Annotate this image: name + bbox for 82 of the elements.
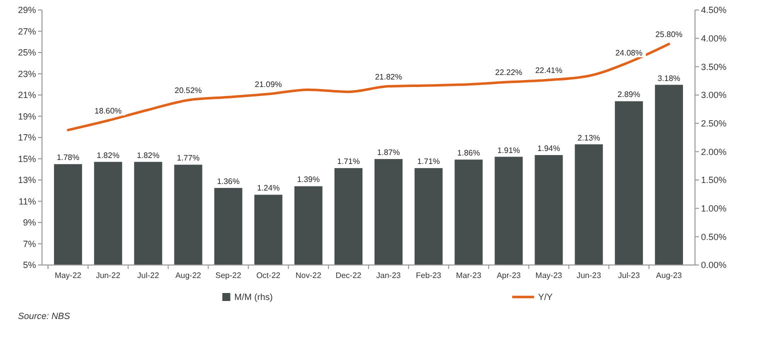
data-label: 20.52%: [174, 86, 202, 96]
bar: [614, 101, 643, 265]
x-tick-label: Jul-22: [137, 271, 160, 280]
bar: [334, 168, 362, 265]
x-tick-label: Aug-22: [175, 271, 202, 280]
x-tick-label: Mar-23: [456, 271, 482, 280]
data-label: 1.94%: [537, 144, 560, 154]
data-label: 1.77%: [176, 154, 200, 163]
data-label: 21.82%: [374, 72, 402, 82]
x-tick-label: Feb-23: [416, 271, 442, 280]
y-tick-label: 11%: [18, 196, 36, 206]
bar: [534, 155, 563, 265]
data-label: 2.13%: [577, 133, 600, 142]
data-label: 1.78%: [56, 153, 80, 162]
y-tick-label: 21%: [18, 90, 36, 100]
y-tick-label: 7%: [22, 238, 36, 249]
bar: [294, 186, 322, 265]
x-tick-label: Jun-22: [96, 271, 121, 280]
bar: [94, 162, 122, 265]
bar: [374, 159, 403, 265]
bar: [254, 194, 282, 265]
bar: [494, 156, 523, 265]
data-label: 1.71%: [417, 157, 440, 166]
y-tick-label: 19%: [18, 111, 36, 122]
data-label: 1.82%: [96, 150, 120, 160]
legend-label: M/M (rhs): [234, 292, 273, 302]
y2-tick-label: 1.50%: [701, 175, 727, 186]
legend-label: Y/Y: [538, 292, 553, 302]
y-tick-label: 25%: [18, 48, 36, 58]
x-tick-label: Dec-22: [336, 271, 362, 280]
x-tick-label: Jun-23: [576, 271, 602, 280]
x-tick-label: May-23: [535, 271, 563, 280]
x-tick-label: Jan-23: [376, 271, 402, 280]
bar: [214, 188, 242, 265]
bar: [574, 144, 603, 265]
y2-tick-label: 2.50%: [701, 118, 727, 128]
y2-tick-label: 2.00%: [701, 146, 727, 157]
data-label: 3.18%: [658, 74, 680, 83]
data-label: 24.08%: [615, 48, 642, 58]
bar: [414, 168, 443, 265]
y2-tick-label: 0.50%: [701, 232, 727, 242]
y-tick-label: 9%: [22, 218, 36, 228]
y-tick-label: 15%: [18, 154, 36, 164]
source-note: Source: NBS: [18, 311, 70, 321]
y2-tick-label: 4.00%: [701, 33, 727, 44]
data-label: 1.91%: [497, 146, 520, 155]
x-tick-label: Jul-23: [618, 271, 640, 280]
y2-tick-label: 0.00%: [701, 260, 727, 270]
data-label: 22.41%: [535, 66, 562, 76]
y2-tick-label: 3.00%: [701, 90, 727, 100]
y2-tick-label: 1.00%: [701, 203, 727, 214]
y2-tick-label: 3.50%: [701, 62, 727, 72]
y-tick-label: 27%: [18, 26, 36, 36]
y-tick-label: 17%: [18, 132, 36, 143]
x-tick-label: Nov-22: [296, 271, 322, 280]
data-label: 1.87%: [377, 148, 400, 158]
bar: [654, 84, 683, 265]
x-tick-label: Oct-22: [256, 271, 281, 280]
x-tick-label: Aug-23: [656, 271, 682, 280]
data-label: 1.86%: [457, 148, 480, 158]
data-label: 1.39%: [297, 175, 320, 184]
data-label: 1.71%: [337, 157, 360, 166]
bar: [174, 164, 202, 265]
data-label: 25.80%: [655, 30, 683, 39]
data-label: 1.82%: [136, 150, 160, 160]
x-tick-label: May-22: [54, 271, 82, 280]
y-tick-label: 5%: [22, 260, 36, 270]
y-tick-label: 13%: [18, 175, 36, 186]
data-label: 22.22%: [495, 68, 522, 78]
x-tick-label: Apr-23: [496, 271, 522, 280]
bar: [54, 164, 82, 265]
data-label: 21.09%: [254, 80, 282, 90]
bar: [134, 162, 162, 265]
bar: [454, 160, 483, 265]
data-label: 1.36%: [216, 176, 240, 186]
data-label: 18.60%: [94, 106, 122, 116]
y-tick-label: 29%: [18, 5, 36, 16]
x-tick-label: Sep-22: [215, 271, 242, 280]
data-label: 1.24%: [257, 184, 280, 193]
y-tick-label: 23%: [18, 68, 36, 79]
y2-tick-label: 4.50%: [701, 5, 727, 16]
data-label: 2.89%: [618, 90, 640, 100]
